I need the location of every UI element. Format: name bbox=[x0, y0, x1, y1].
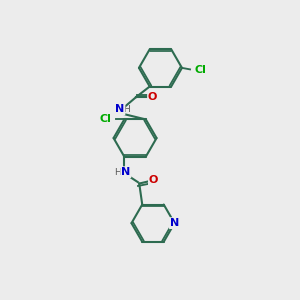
Text: Cl: Cl bbox=[99, 114, 111, 124]
Text: Cl: Cl bbox=[194, 65, 206, 75]
Text: N: N bbox=[115, 104, 124, 115]
Text: H: H bbox=[114, 168, 121, 177]
Text: O: O bbox=[149, 175, 158, 185]
Text: O: O bbox=[148, 92, 158, 102]
Text: H: H bbox=[123, 105, 130, 114]
Text: N: N bbox=[170, 218, 179, 228]
Text: N: N bbox=[121, 167, 130, 177]
